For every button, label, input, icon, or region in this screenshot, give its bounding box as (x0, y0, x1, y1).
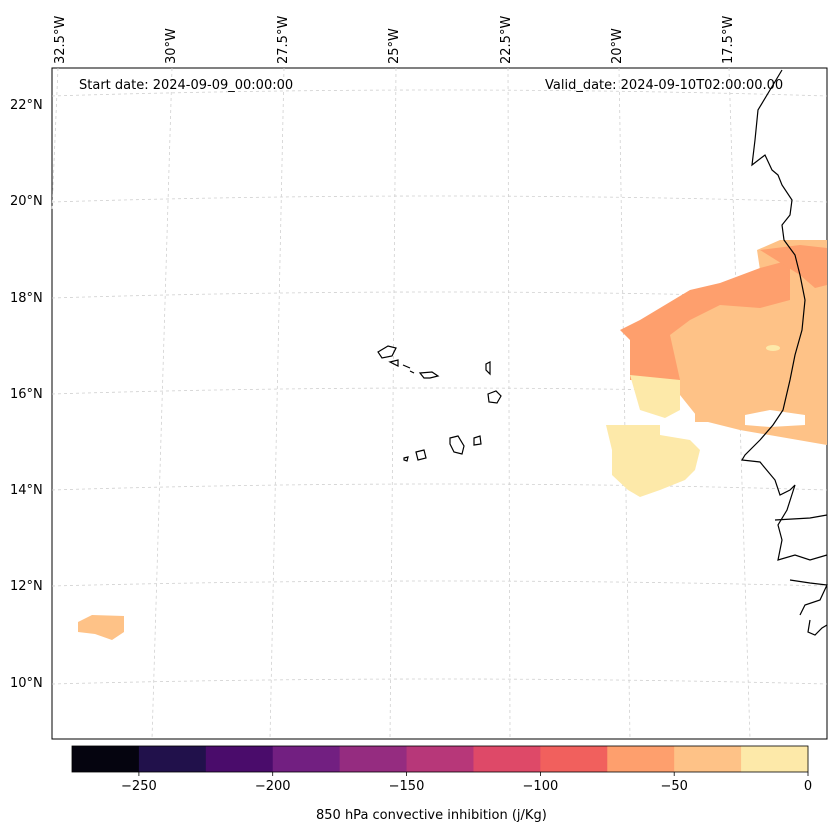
cin-region-weak (606, 425, 700, 497)
colorbar-tick-label: −150 (388, 779, 425, 794)
cin-region-weak-2 (630, 375, 680, 418)
lat-label-20n: 20°N (10, 194, 43, 209)
start-date-label: Start date: 2024-09-09_00:00:00 (79, 78, 294, 93)
colorbar-segment (473, 746, 541, 772)
colorbar-segment (205, 746, 274, 772)
valid-date-label: Valid_date: 2024-09-10T02:00:00.00 (545, 78, 784, 93)
lon-label-30w: 30°W (164, 28, 179, 64)
lon-label-22-5w: 22.5°W (499, 15, 514, 64)
colorbar-segment (72, 746, 140, 772)
lat-label-14n: 14°N (10, 483, 43, 498)
colorbar (72, 746, 809, 772)
colorbar-ticks (138, 772, 809, 776)
colorbar-tick-label: −200 (254, 779, 291, 794)
coastline (741, 69, 828, 636)
colorbar-segment (607, 746, 675, 772)
colorbar-segment (741, 746, 809, 772)
lat-label-18n: 18°N (10, 291, 43, 306)
cin-region-southwest (78, 615, 124, 640)
cin-region-strong-north (760, 245, 827, 288)
colorbar-segment (674, 746, 742, 772)
colorbar-segment (406, 746, 474, 772)
colorbar-segment (339, 746, 408, 772)
colorbar-segment (540, 746, 608, 772)
colorbar-segment (138, 746, 207, 772)
lat-label-10n: 10°N (10, 676, 43, 691)
lon-label-27-5w: 27.5°W (276, 15, 291, 64)
colorbar-segment (272, 746, 341, 772)
lat-label-12n: 12°N (10, 579, 43, 594)
colorbar-tick-label: −50 (660, 779, 688, 794)
lat-label-22n: 22°N (10, 98, 43, 113)
lon-label-20w: 20°W (610, 28, 625, 64)
lon-label-25w: 25°W (387, 28, 402, 64)
lat-label-16n: 16°N (10, 387, 43, 402)
longitude-gridlines (51, 67, 751, 740)
colorbar-tick-label: −100 (522, 779, 559, 794)
latitude-gridlines (51, 89, 828, 685)
cin-field (78, 240, 827, 640)
lon-label-32-5w: 32.5°W (53, 15, 68, 64)
cape-verde-islands (377, 345, 502, 462)
colorbar-tick-label: 0 (803, 779, 813, 794)
colorbar-title: 850 hPa convective inhibition (j/Kg) (316, 808, 547, 823)
colorbar-frame (71, 745, 809, 773)
colorbar-tick-label: −250 (121, 779, 157, 794)
lon-label-17-5w: 17.5°W (721, 15, 736, 64)
cin-region-strong (620, 260, 790, 380)
